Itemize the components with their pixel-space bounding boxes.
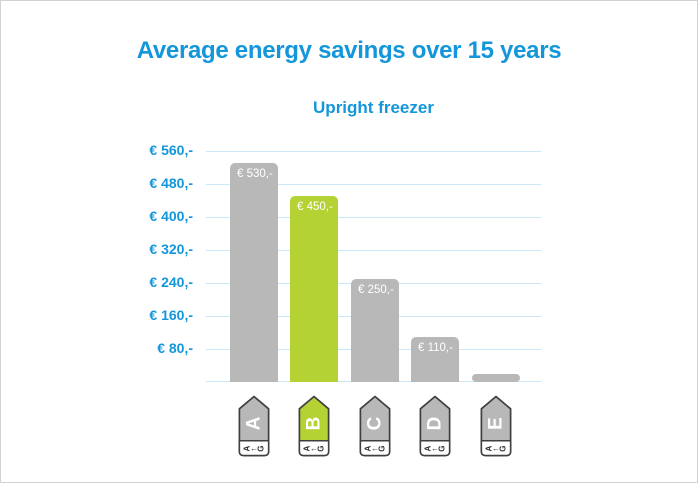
gridline bbox=[206, 217, 541, 218]
energy-class-letter: E bbox=[486, 417, 507, 430]
energy-label-c-icon: C A ← G bbox=[359, 395, 391, 457]
energy-scale-text: G bbox=[499, 445, 508, 451]
y-axis-tick: € 80,- bbox=[157, 340, 193, 356]
bar: € 530,- bbox=[230, 163, 278, 382]
y-axis-tick: € 240,- bbox=[149, 274, 193, 290]
energy-scale-text: G bbox=[257, 445, 266, 451]
energy-scale-arrow-icon: ← bbox=[492, 444, 500, 453]
energy-label-e-icon: E A ← G bbox=[480, 395, 512, 457]
y-axis-tick: € 160,- bbox=[149, 307, 193, 323]
energy-tag-footer bbox=[480, 440, 512, 457]
bar-value-label: € 530,- bbox=[237, 168, 273, 180]
energy-label-d-icon: D A ← G bbox=[419, 395, 451, 457]
bar: € 110,- bbox=[411, 337, 459, 382]
energy-label-b-icon: B A ← G bbox=[298, 395, 330, 457]
bar-value-label: € 110,- bbox=[418, 342, 453, 354]
bar bbox=[472, 374, 520, 382]
page-title: Average energy savings over 15 years bbox=[136, 37, 562, 64]
plot-area: € 530,- € 450,- € 250,- € 110,- bbox=[206, 151, 541, 382]
energy-tag-footer bbox=[419, 440, 451, 457]
energy-scale-text: A bbox=[424, 445, 433, 451]
energy-scale-arrow-icon: ← bbox=[371, 444, 379, 453]
energy-scale-text: G bbox=[317, 445, 326, 451]
y-axis-tick: € 400,- bbox=[149, 208, 193, 224]
energy-class-letter: A bbox=[244, 416, 265, 430]
energy-tag-footer bbox=[298, 440, 330, 457]
y-axis-tick: € 560,- bbox=[149, 142, 193, 158]
energy-scale-arrow-icon: ← bbox=[250, 444, 258, 453]
chart-subtitle: Upright freezer bbox=[313, 98, 434, 117]
bar-value-label bbox=[472, 374, 520, 379]
energy-label-a-icon: A A ← G bbox=[238, 395, 270, 457]
gridline bbox=[206, 184, 541, 185]
energy-scale-arrow-icon: ← bbox=[431, 444, 439, 453]
energy-class-letter: B bbox=[304, 417, 325, 431]
energy-scale-text: A bbox=[485, 445, 494, 451]
bar-value-label: € 250,- bbox=[358, 284, 394, 296]
energy-scale-text: G bbox=[378, 445, 387, 451]
energy-scale-text: A bbox=[364, 445, 373, 451]
bar: € 450,- bbox=[290, 196, 338, 382]
bar-value-label: € 450,- bbox=[297, 201, 333, 213]
energy-class-letter: D bbox=[425, 417, 446, 431]
energy-scale-text: A bbox=[243, 445, 252, 451]
y-axis-tick: € 480,- bbox=[149, 175, 193, 191]
bar: € 250,- bbox=[351, 279, 399, 382]
gridline bbox=[206, 250, 541, 251]
y-axis-tick: € 320,- bbox=[149, 241, 193, 257]
energy-scale-arrow-icon: ← bbox=[310, 444, 318, 453]
energy-class-letter: C bbox=[365, 416, 386, 430]
energy-tag-footer bbox=[238, 440, 270, 457]
gridline bbox=[206, 151, 541, 152]
energy-scale-text: A bbox=[303, 445, 312, 451]
energy-scale-text: G bbox=[438, 445, 447, 451]
energy-tag-footer bbox=[359, 440, 391, 457]
